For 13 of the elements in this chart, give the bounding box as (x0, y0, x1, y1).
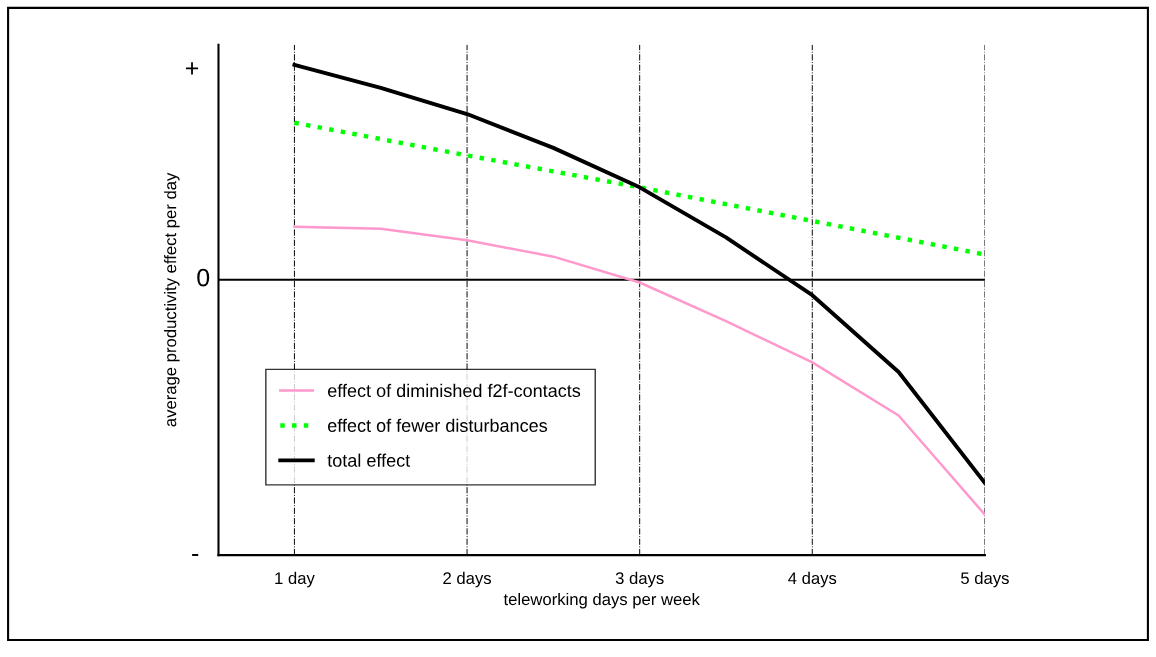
x-axis-title: teleworking days per week (503, 592, 700, 609)
text: - (192, 554, 199, 556)
legend-label: effect of diminished f2f-contacts (327, 383, 581, 398)
text: + (185, 62, 199, 75)
text: 0 (197, 268, 210, 287)
x-tick-label: 1 day (275, 571, 315, 588)
x-tick-label: 2 days (443, 571, 492, 588)
x-tick-label: 3 days (615, 571, 664, 588)
legend-label: effect of fewer disturbances (327, 418, 548, 432)
x-tick-label: 4 days (788, 571, 837, 588)
legend-label: total effect (327, 453, 411, 467)
y-axis-title: average productivity effect per day (164, 172, 180, 427)
x-tick-label: 5 days (961, 571, 1009, 588)
